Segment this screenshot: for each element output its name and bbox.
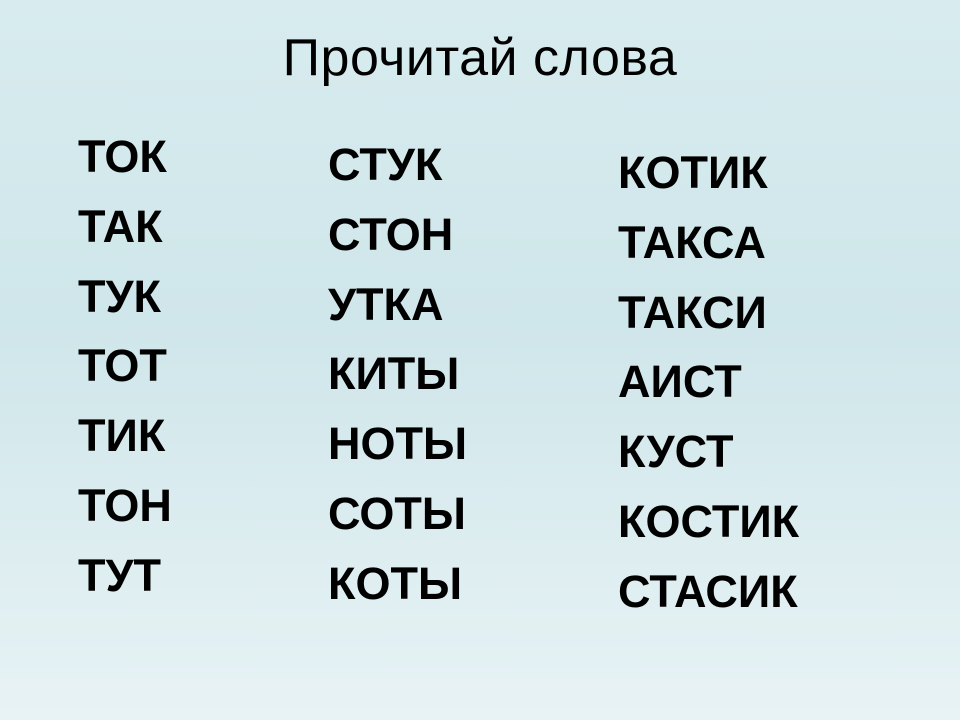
word-item: ТОТ [78, 331, 328, 401]
page-title: Прочитай слова [0, 0, 960, 112]
word-item: ТОН [78, 471, 328, 541]
word-item: АИСТ [618, 347, 918, 417]
word-item: ТАК [78, 192, 328, 262]
column-3: КОТИК ТАКСА ТАКСИ АИСТ КУСТ КОСТИК СТАСИ… [618, 138, 918, 626]
word-columns: ТОК ТАК ТУК ТОТ ТИК ТОН ТУТ СТУК СТОН УТ… [0, 112, 960, 626]
word-item: КОТИК [618, 138, 918, 208]
word-item: КОТЫ [328, 549, 618, 619]
word-item: УТКА [328, 270, 618, 340]
word-item: ТИК [78, 401, 328, 471]
column-2: СТУК СТОН УТКА КИТЫ НОТЫ СОТЫ КОТЫ [328, 130, 618, 626]
word-item: ТУК [78, 262, 328, 332]
word-item: ТАКСИ [618, 278, 918, 348]
word-item: КОСТИК [618, 487, 918, 557]
column-1: ТОК ТАК ТУК ТОТ ТИК ТОН ТУТ [78, 122, 328, 626]
word-item: НОТЫ [328, 409, 618, 479]
word-item: ТУТ [78, 541, 328, 611]
word-item: КИТЫ [328, 339, 618, 409]
word-item: СТОН [328, 200, 618, 270]
word-item: КУСТ [618, 417, 918, 487]
word-item: СОТЫ [328, 479, 618, 549]
word-item: ТАКСА [618, 208, 918, 278]
word-item: СТУК [328, 130, 618, 200]
word-item: ТОК [78, 122, 328, 192]
word-item: СТАСИК [618, 557, 918, 627]
